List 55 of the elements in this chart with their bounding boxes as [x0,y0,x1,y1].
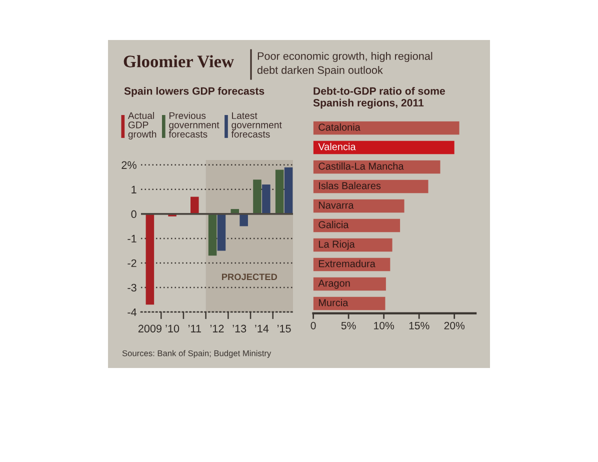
x-tick-label: 20% [444,322,465,330]
y-tick-label: Valencia [318,142,356,150]
bar [190,196,199,214]
bar [313,180,428,194]
legend-label: Actual GDP growth [128,112,156,140]
bar [313,296,386,310]
y-tick-label: Aragon [318,280,350,289]
y-tick-label: La Rioja [318,240,355,250]
y-tick-label: Catalonia [318,123,360,131]
y-tick-label: 0 [131,210,136,218]
bar [313,277,386,291]
x-tick-label: ’13 [232,324,246,332]
x-tick-label: 2009 [138,324,162,332]
text: Gloomier View [124,55,234,68]
bar [313,140,454,154]
bar [313,199,404,213]
y-tick-label: Extremadura [318,260,376,268]
x-tick-label: ’10 [166,324,180,332]
bar [146,214,154,305]
bar [262,184,270,214]
x-tick-label: 10% [374,322,394,330]
y-tick-label: 1 [132,186,136,194]
bar [240,214,248,226]
y-tick-label: 2% [122,161,136,169]
y-tick-label: -4 [128,308,137,316]
x-tick-label: ’15 [278,324,291,332]
chart-title: Debt-to-GDP ratio of some Spanish regions, 2011 [313,87,445,109]
bar [284,167,293,214]
legend-label: Latest government forecasts [231,112,282,138]
y-tick-label: Galicia [318,220,349,228]
legend-label: Previous government forecasts [168,112,220,138]
text: Poor economic growth, high regional debt darken Spain outlook [257,52,432,76]
bar [313,218,400,232]
bar [253,180,262,214]
bar [313,238,392,252]
bar [217,214,226,251]
y-tick-label: -2 [128,259,136,267]
y-tick-label: Navarra [318,202,354,209]
y-tick-label: Islas Baleares [319,182,381,190]
x-tick-label: ’11 [188,324,201,332]
y-tick-label: Castilla-La Mancha [318,162,404,170]
x-tick-label: 5% [341,322,356,330]
x-tick-label: 0 [310,322,316,330]
x-tick-label: 15% [409,322,430,330]
chart-title: Spain lowers GDP forecasts [124,87,264,97]
y-tick-label: -3 [128,284,136,292]
bar [313,121,460,135]
source-note: Sources: Bank of Spain; Budget Ministry [122,350,272,358]
bar [208,214,217,256]
y-tick-label: -1 [128,234,136,242]
band-label: PROJECTED [222,274,278,280]
x-tick-label: ’14 [255,324,269,332]
y-tick-label: Murcia [318,298,348,306]
x-tick-label: ’12 [210,324,224,332]
bar [275,170,284,214]
